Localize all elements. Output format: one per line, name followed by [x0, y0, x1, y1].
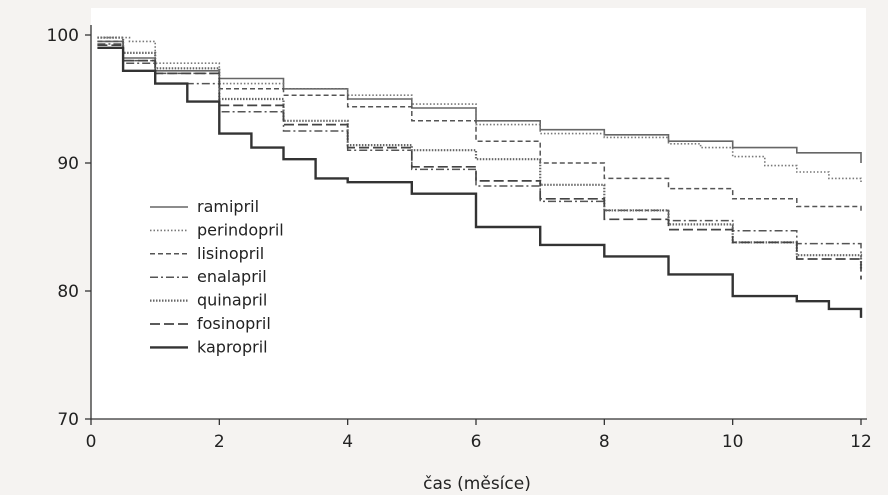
legend-label-lisinopril: lisinopril: [197, 244, 264, 263]
legend-label-perindopril: perindopril: [197, 220, 284, 239]
y-tick-label: 100: [47, 26, 79, 46]
plot-frame: [91, 8, 866, 419]
legend-label-kapropril: kapropril: [197, 337, 268, 356]
legend-label-fosinopril: fosinopril: [197, 314, 271, 333]
legend-label-ramipril: ramipril: [197, 197, 259, 216]
series-layer: [97, 36, 863, 318]
legend-label-quinapril: quinapril: [197, 291, 267, 310]
legend: ramipril perindopril lisinopril enalapril qu…: [150, 197, 284, 356]
x-tick-label: 8: [599, 432, 610, 452]
x-tick-label: 0: [86, 432, 97, 452]
series-line-kapropril: [97, 46, 863, 318]
x-tick-label: 12: [850, 432, 872, 452]
x-tick-label: 2: [214, 432, 225, 452]
series-line-lisinopril: [97, 40, 862, 212]
x-tick-label: 10: [722, 432, 744, 452]
y-tick-label: 70: [57, 410, 79, 430]
legend-label-enalapril: enalapril: [197, 267, 267, 286]
y-tick-label: 80: [57, 282, 79, 302]
x-axis-title: čas (měsíce): [423, 474, 531, 494]
y-tick-label: 90: [57, 154, 79, 174]
series-line-fosinopril: [97, 44, 862, 280]
x-tick-label: 4: [342, 432, 353, 452]
axes: 70 80 90 100 0 2 4 6 8 10 12: [47, 25, 872, 452]
x-tick-label: 6: [471, 432, 482, 452]
